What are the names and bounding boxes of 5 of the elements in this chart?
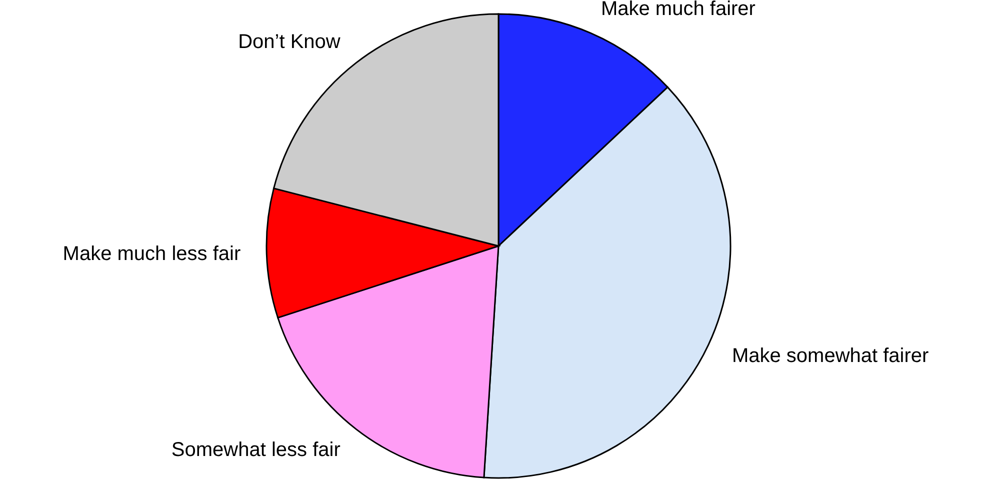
slice-label: Make much less fair [62, 243, 241, 266]
slice-label: Make much fairer [600, 0, 756, 20]
slice-label: Somewhat less fair [171, 438, 341, 461]
slice-label: Don’t Know [238, 31, 341, 54]
slice-label: Make somewhat fairer [732, 344, 930, 367]
